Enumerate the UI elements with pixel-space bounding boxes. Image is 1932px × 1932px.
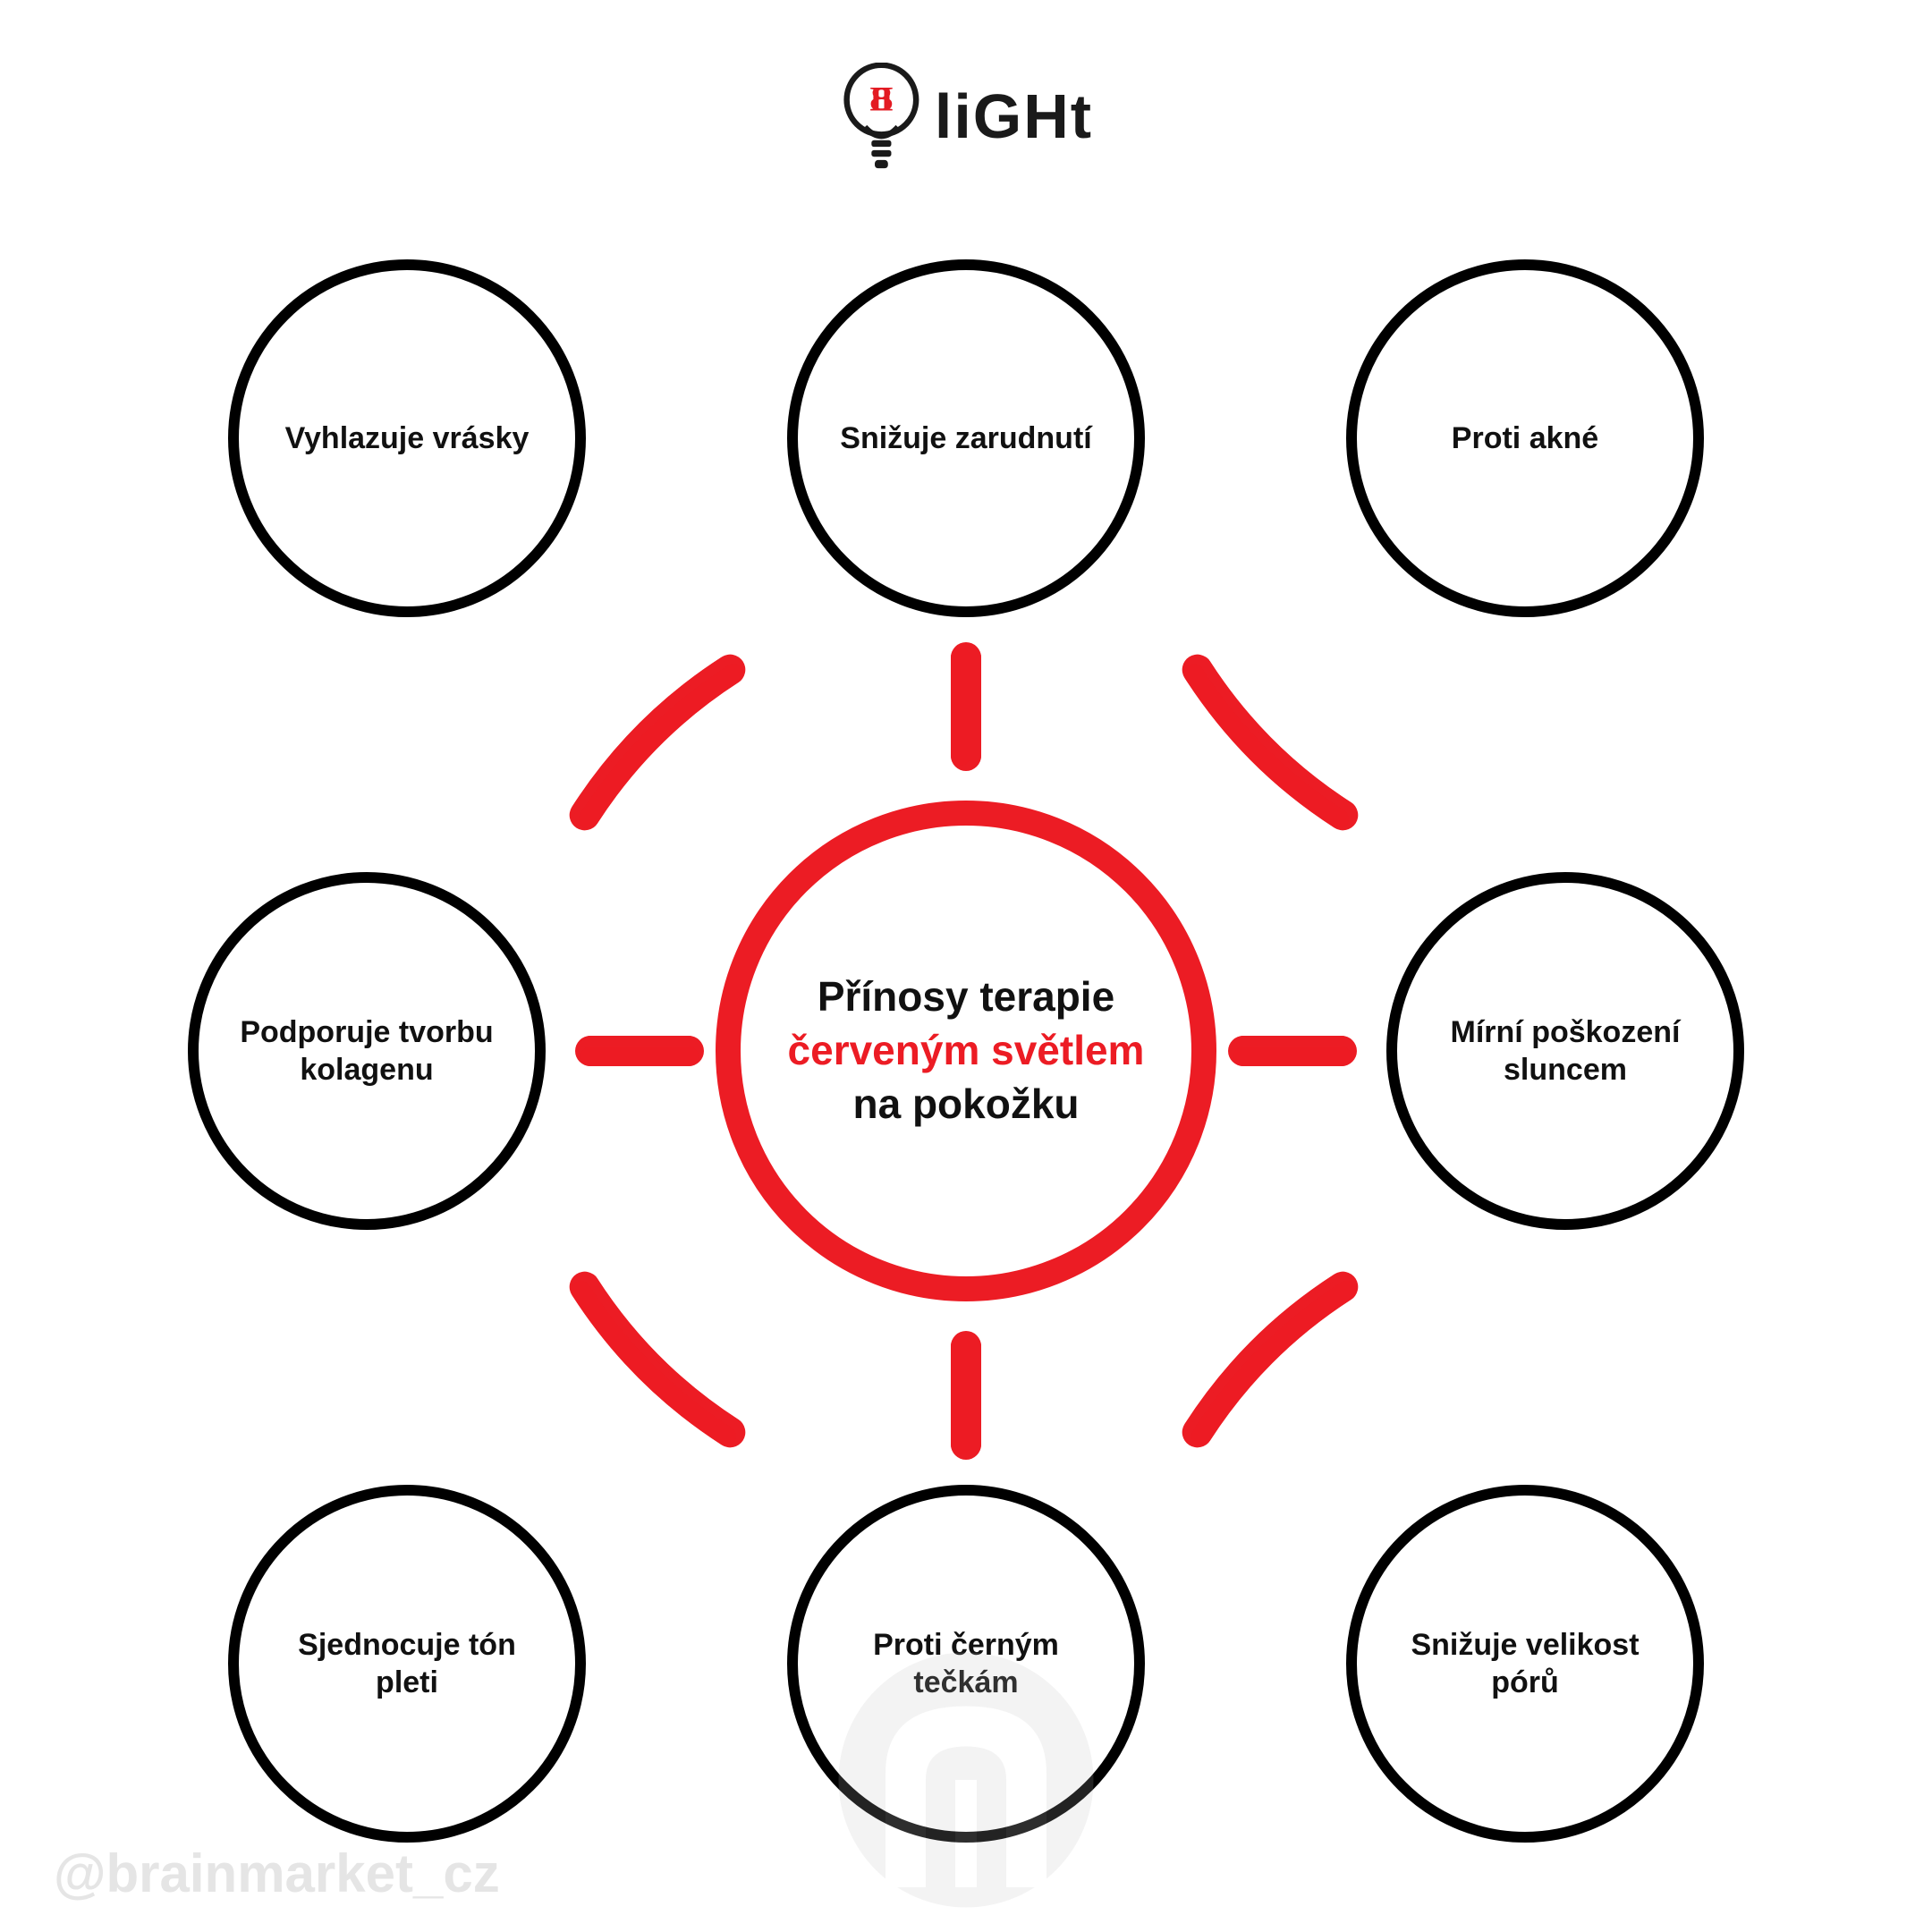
outer-node-label: Vyhlazuje vrásky xyxy=(258,419,556,458)
svg-text:B: B xyxy=(869,80,893,119)
ray-6 xyxy=(961,1346,971,1445)
center-node: Přínosy terapie červeným světlem na poko… xyxy=(716,801,1216,1301)
outer-node-7: Snižuje velikost pórů xyxy=(1346,1485,1704,1843)
outer-node-5: Sjednocuje tón pleti xyxy=(228,1485,586,1843)
outer-node-1: Snižuje zarudnutí xyxy=(787,259,1145,617)
outer-node-label: Podporuje tvorbu kolagenu xyxy=(199,1013,535,1089)
watermark-logo-icon xyxy=(832,1646,1100,1914)
center-line2: červeným světlem xyxy=(788,1024,1145,1078)
brand-logo-text: liGHt xyxy=(935,80,1093,152)
center-line1: Přínosy terapie xyxy=(818,973,1114,1020)
outer-node-4: Mírní poškození sluncem xyxy=(1386,872,1744,1230)
center-line3: na pokožku xyxy=(852,1080,1079,1127)
ray-4 xyxy=(1243,1046,1342,1056)
watermark-handle: @brainmarket_cz xyxy=(54,1843,500,1904)
brand-logo: B B liGHt xyxy=(839,63,1093,170)
ray-0 xyxy=(580,665,733,818)
outer-node-2: Proti akné xyxy=(1346,259,1704,617)
ray-2 xyxy=(1193,665,1346,818)
outer-node-3: Podporuje tvorbu kolagenu xyxy=(188,872,546,1230)
outer-node-label: Proti akné xyxy=(1425,419,1625,458)
outer-node-label: Snižuje velikost pórů xyxy=(1357,1626,1693,1702)
ray-7 xyxy=(1193,1283,1346,1436)
lightbulb-icon: B B xyxy=(839,63,924,170)
ray-5 xyxy=(580,1283,733,1436)
center-title: Přínosy terapie červeným světlem na poko… xyxy=(752,970,1181,1131)
ray-3 xyxy=(590,1046,689,1056)
outer-node-0: Vyhlazuje vrásky xyxy=(228,259,586,617)
outer-node-label: Mírní poškození sluncem xyxy=(1397,1013,1733,1089)
infographic-canvas: B B liGHt Přínosy terapie červeným světl… xyxy=(0,0,1932,1932)
outer-node-label: Sjednocuje tón pleti xyxy=(239,1626,575,1702)
ray-1 xyxy=(961,657,971,756)
outer-node-label: Snižuje zarudnutí xyxy=(813,419,1118,458)
